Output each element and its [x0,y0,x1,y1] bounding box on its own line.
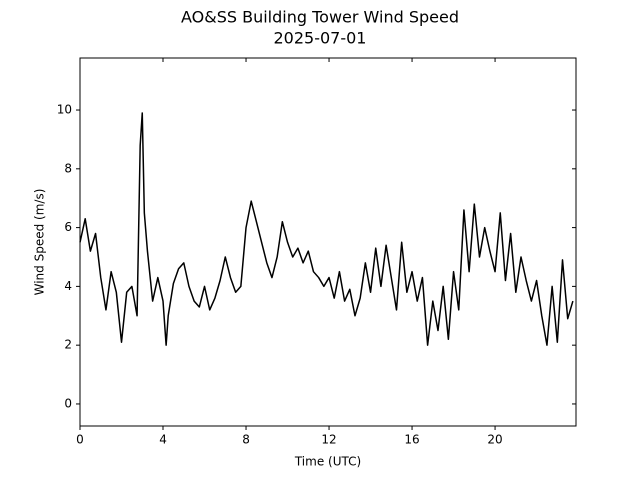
y-tick-label: 2 [64,338,72,352]
x-tick-label: 8 [242,433,250,447]
y-tick-label: 0 [64,396,72,410]
line-series [79,112,574,346]
y-tick-label: 10 [57,103,72,117]
x-tick-label: 4 [159,433,167,447]
x-tick-label: 20 [487,433,502,447]
y-tick-label: 6 [64,220,72,234]
chart-subtitle: 2025-07-01 [274,29,367,48]
y-tick-label: 4 [64,279,72,293]
y-tick-label: 8 [64,161,72,175]
x-axis-label: Time (UTC) [294,455,361,469]
x-tick-label: 0 [76,433,84,447]
y-axis-label: Wind Speed (m/s) [33,189,47,296]
plot-frame [79,57,577,427]
x-tick-label: 16 [404,433,419,447]
x-tick-label: 12 [321,433,336,447]
chart-title: AO&SS Building Tower Wind Speed [181,8,459,27]
